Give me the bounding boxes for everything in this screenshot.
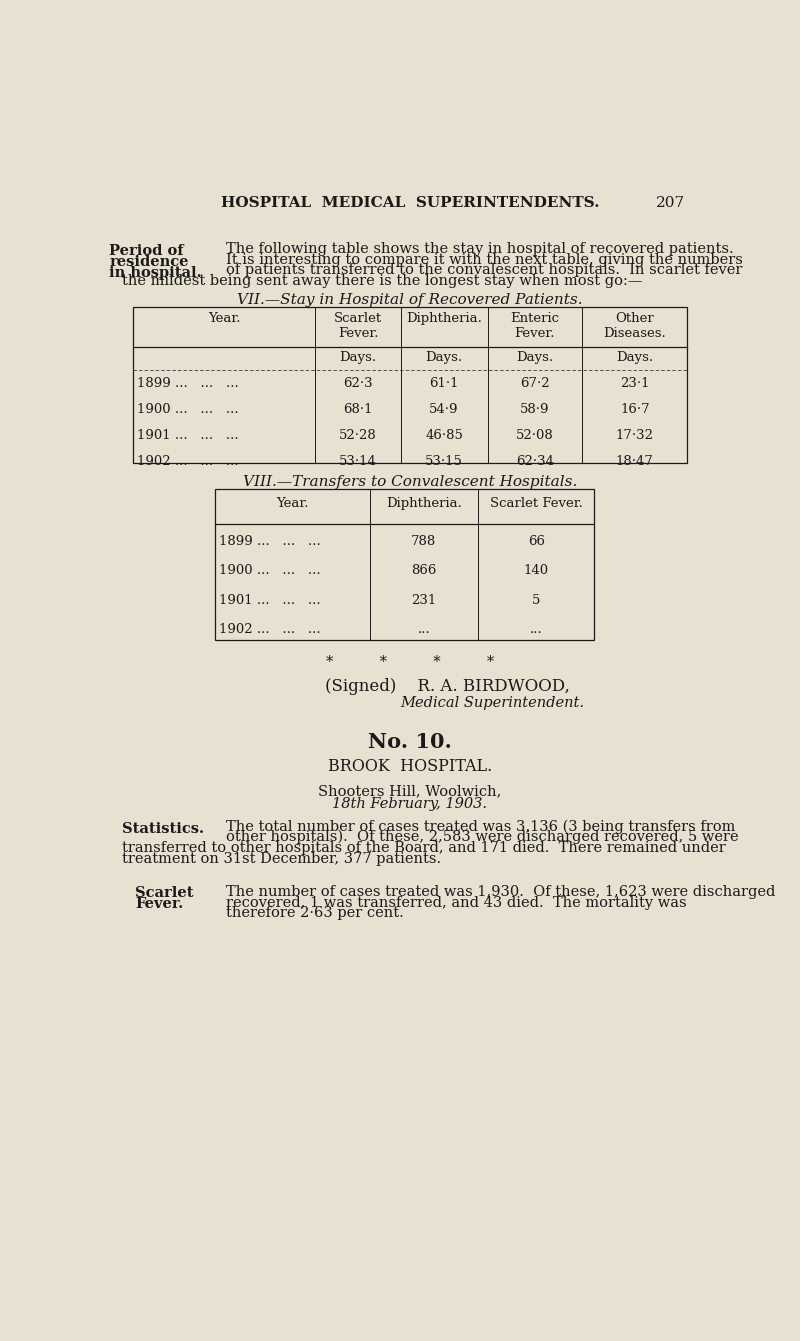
Text: ...: ...: [418, 624, 430, 636]
Text: BROOK  HOSPITAL.: BROOK HOSPITAL.: [328, 758, 492, 775]
Text: Shooters Hill, Woolwich,: Shooters Hill, Woolwich,: [318, 784, 502, 799]
Text: other hospitals).  Of these, 2,583 were discharged recovered, 5 were: other hospitals). Of these, 2,583 were d…: [226, 830, 739, 845]
Text: Medical Superintendent.: Medical Superintendent.: [401, 696, 585, 711]
Text: 1902 ...   ...   ...: 1902 ... ... ...: [138, 455, 239, 468]
Text: 18th February, 1903.: 18th February, 1903.: [333, 797, 487, 811]
Text: Period of: Period of: [110, 244, 184, 257]
Text: residence: residence: [110, 255, 189, 268]
Text: 17·32: 17·32: [616, 429, 654, 443]
Text: 53·15: 53·15: [425, 455, 463, 468]
Text: 68·1: 68·1: [343, 402, 373, 416]
Text: HOSPITAL  MEDICAL  SUPERINTENDENTS.: HOSPITAL MEDICAL SUPERINTENDENTS.: [221, 196, 599, 209]
Text: 23·1: 23·1: [620, 377, 650, 389]
Text: 52·08: 52·08: [516, 429, 554, 443]
Text: 1901 ...   ...   ...: 1901 ... ... ...: [138, 429, 239, 443]
Text: of patients transferred to the convalescent hospitals.  In scarlet fever: of patients transferred to the convalesc…: [226, 263, 742, 278]
Text: 1900 ...   ...   ...: 1900 ... ... ...: [219, 565, 321, 578]
Text: Scarlet: Scarlet: [135, 886, 194, 900]
Text: Scarlet
Fever.: Scarlet Fever.: [334, 312, 382, 339]
Text: 788: 788: [411, 535, 437, 548]
Text: therefore 2·63 per cent.: therefore 2·63 per cent.: [226, 907, 404, 920]
Text: 231: 231: [411, 594, 437, 606]
Text: 54·9: 54·9: [430, 402, 459, 416]
Text: VIII.—Transfers to Convalescent Hospitals.: VIII.—Transfers to Convalescent Hospital…: [243, 475, 577, 489]
Text: Days.: Days.: [616, 351, 654, 365]
Text: Diphtheria.: Diphtheria.: [386, 496, 462, 510]
Text: Days.: Days.: [339, 351, 377, 365]
Text: 140: 140: [524, 565, 549, 578]
Text: 18·47: 18·47: [616, 455, 654, 468]
Text: 866: 866: [411, 565, 437, 578]
Text: 67·2: 67·2: [520, 377, 550, 389]
Text: 1901 ...   ...   ...: 1901 ... ... ...: [219, 594, 321, 606]
Text: The total number of cases treated was 3,136 (3 being transfers from: The total number of cases treated was 3,…: [226, 819, 736, 834]
Text: VII.—Stay in Hospital of Recovered Patients.: VII.—Stay in Hospital of Recovered Patie…: [237, 294, 583, 307]
Text: 61·1: 61·1: [430, 377, 459, 389]
Text: 5: 5: [532, 594, 541, 606]
Text: the mildest being sent away there is the longest stay when most go:—: the mildest being sent away there is the…: [122, 274, 642, 288]
Text: Other
Diseases.: Other Diseases.: [603, 312, 666, 339]
Text: transferred to other hospitals of the Board, and 171 died.  There remained under: transferred to other hospitals of the Bo…: [122, 841, 726, 854]
Text: 52·28: 52·28: [339, 429, 377, 443]
Text: 46·85: 46·85: [425, 429, 463, 443]
Text: 53·14: 53·14: [339, 455, 377, 468]
Text: 62·3: 62·3: [343, 377, 373, 389]
Text: Enteric
Fever.: Enteric Fever.: [510, 312, 559, 339]
Text: *          *          *          *: * * * *: [326, 656, 494, 669]
Text: Scarlet Fever.: Scarlet Fever.: [490, 496, 582, 510]
Text: No. 10.: No. 10.: [368, 732, 452, 752]
Text: 1899 ...   ...   ...: 1899 ... ... ...: [138, 377, 239, 389]
Text: The following table shows the stay in hospital of recovered patients.: The following table shows the stay in ho…: [226, 241, 734, 256]
Text: ...: ...: [530, 624, 542, 636]
Text: 58·9: 58·9: [520, 402, 550, 416]
Text: 66: 66: [528, 535, 545, 548]
Text: 1900 ...   ...   ...: 1900 ... ... ...: [138, 402, 239, 416]
Text: The number of cases treated was 1,930.  Of these, 1,623 were discharged: The number of cases treated was 1,930. O…: [226, 885, 776, 898]
Text: 62·34: 62·34: [516, 455, 554, 468]
Text: Year.: Year.: [276, 496, 309, 510]
Text: It is interesting to compare it with the next table, giving the numbers: It is interesting to compare it with the…: [226, 252, 743, 267]
Text: Statistics.: Statistics.: [122, 822, 204, 835]
Text: 207: 207: [656, 196, 685, 209]
Text: 1902 ...   ...   ...: 1902 ... ... ...: [219, 624, 321, 636]
Text: 1899 ...   ...   ...: 1899 ... ... ...: [219, 535, 321, 548]
Text: in hospital.: in hospital.: [110, 266, 202, 280]
Text: 16·7: 16·7: [620, 402, 650, 416]
Text: Fever.: Fever.: [135, 897, 183, 911]
Text: treatment on 31st December, 377 patients.: treatment on 31st December, 377 patients…: [122, 852, 441, 865]
Bar: [133, 307, 687, 463]
Text: Days.: Days.: [426, 351, 462, 365]
Text: (Signed)    R. A. BIRDWOOD,: (Signed) R. A. BIRDWOOD,: [325, 679, 570, 696]
Text: Days.: Days.: [516, 351, 554, 365]
Bar: [214, 489, 594, 640]
Text: Year.: Year.: [208, 312, 240, 325]
Text: Diphtheria.: Diphtheria.: [406, 312, 482, 325]
Text: recovered, 1 was transferred, and 43 died.  The mortality was: recovered, 1 was transferred, and 43 die…: [226, 896, 687, 909]
